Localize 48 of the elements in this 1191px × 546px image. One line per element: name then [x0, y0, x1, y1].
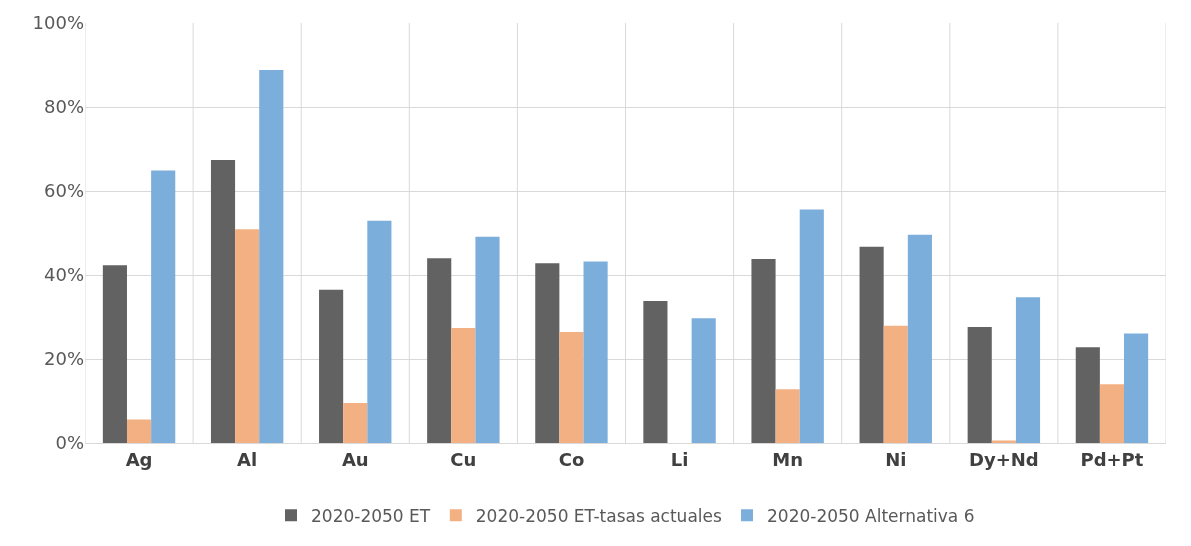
x-tick-label: Dy+Nd — [968, 448, 1039, 470]
x-tick-label: Co — [558, 448, 585, 470]
x-tick-label: Mn — [772, 448, 804, 470]
y-tick-label: 80% — [43, 96, 84, 118]
y-tick-label: 60% — [43, 180, 84, 202]
x-tick-label: Cu — [450, 448, 477, 470]
bar — [535, 263, 560, 443]
bar — [151, 170, 176, 443]
bar — [343, 403, 368, 443]
bar — [799, 209, 824, 443]
bar — [907, 234, 932, 443]
bar — [210, 159, 236, 443]
bar — [859, 246, 884, 443]
bar — [1124, 333, 1149, 443]
bar — [991, 440, 1016, 443]
bar — [1099, 384, 1125, 443]
bar — [1075, 347, 1100, 443]
bar — [235, 229, 260, 443]
legend-label: 2020-2050 ET-tasas actuales — [475, 505, 722, 526]
bar — [583, 261, 608, 443]
y-tick-label: 40% — [43, 264, 84, 286]
bar — [751, 259, 776, 443]
bar — [319, 289, 344, 443]
bar — [775, 389, 800, 443]
bar — [451, 327, 476, 443]
bar — [559, 332, 584, 443]
bar — [475, 236, 500, 443]
bar — [367, 220, 392, 443]
x-tick-label: Au — [341, 448, 369, 470]
bar — [102, 265, 127, 443]
x-tick-label: Ni — [885, 448, 907, 470]
bar — [427, 258, 452, 443]
y-tick-label: 100% — [32, 12, 84, 34]
legend-label: 2020-2050 ET — [311, 505, 431, 526]
y-tick-label: 20% — [43, 348, 84, 370]
bar — [691, 318, 716, 443]
legend-label: 2020-2050 Alternativa 6 — [766, 505, 975, 526]
bar — [967, 327, 992, 443]
bar — [126, 419, 152, 443]
x-tick-label: Li — [670, 448, 689, 470]
x-tick-label: Al — [237, 448, 258, 470]
x-tick-label: Ag — [125, 448, 153, 470]
bar — [643, 301, 668, 443]
bar — [883, 325, 908, 443]
x-tick-label: Pd+Pt — [1080, 448, 1144, 470]
y-tick-label: 0% — [55, 432, 84, 454]
bar — [259, 70, 284, 443]
bar — [1015, 297, 1041, 443]
